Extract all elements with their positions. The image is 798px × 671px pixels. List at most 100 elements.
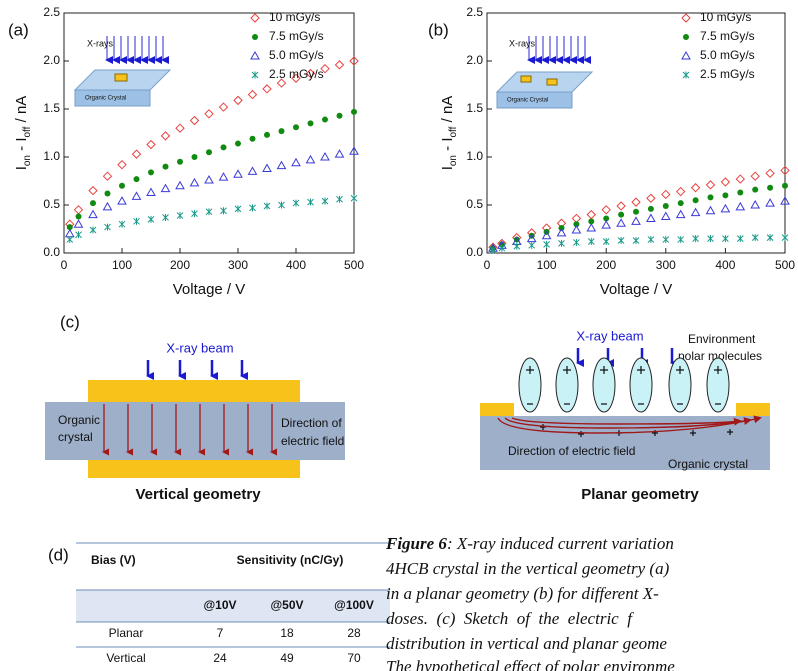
data-point xyxy=(529,242,535,249)
data-point xyxy=(293,124,299,130)
beam-label: X-ray beam xyxy=(166,340,233,355)
x-tick-label: 300 xyxy=(656,258,676,272)
legend-label: 5.0 mGy/s xyxy=(269,48,324,62)
data-point xyxy=(293,200,299,207)
data-point xyxy=(573,239,579,246)
data-point xyxy=(617,202,625,210)
data-point xyxy=(264,202,270,209)
inset-annotation: X-rays xyxy=(509,38,536,48)
y-axis-label-part: off xyxy=(22,126,33,137)
data-point xyxy=(279,202,285,209)
data-point xyxy=(177,159,183,165)
data-point xyxy=(234,96,242,104)
crystal-label: Organic xyxy=(58,413,100,427)
x-tick-label: 500 xyxy=(344,258,364,272)
legend-marker xyxy=(682,14,690,22)
data-point xyxy=(736,175,744,183)
data-point xyxy=(119,183,125,189)
cell: 70 xyxy=(347,651,361,665)
data-point xyxy=(250,204,256,211)
y-axis-label-part: / nA xyxy=(439,96,456,127)
data-point xyxy=(162,132,170,140)
data-point xyxy=(337,113,343,119)
panel-label: (c) xyxy=(60,312,80,331)
environment-label: Environment xyxy=(688,332,756,346)
data-point xyxy=(722,235,728,242)
data-point xyxy=(206,208,212,215)
crystal-label: crystal xyxy=(58,430,93,444)
panel-label: (b) xyxy=(428,20,449,39)
y-tick-label: 0.5 xyxy=(43,197,60,211)
data-point xyxy=(722,192,728,198)
inset-annotation: X-rays xyxy=(87,38,114,48)
data-point xyxy=(633,209,639,215)
vertical-diagram: (c) X-ray beam Organic crystal Direction… xyxy=(45,312,345,502)
data-point xyxy=(336,61,344,69)
data-point xyxy=(191,179,199,186)
data-point xyxy=(148,216,154,223)
electrode xyxy=(480,403,514,416)
cell: 18 xyxy=(280,626,294,640)
data-point xyxy=(633,237,639,244)
y-tick-label: 2.0 xyxy=(466,53,483,67)
caption-line: doses. (c) Sketch of the electric f xyxy=(386,609,634,628)
data-point xyxy=(751,201,759,208)
legend-marker xyxy=(682,52,690,59)
data-point xyxy=(191,117,199,125)
figure-label: Figure 6 xyxy=(385,534,447,553)
beam-label: X-ray beam xyxy=(576,328,643,343)
data-point xyxy=(221,207,227,214)
data-point xyxy=(693,235,699,242)
panel-label: (d) xyxy=(48,545,69,564)
x-tick-label: 400 xyxy=(715,258,735,272)
data-point xyxy=(662,213,670,220)
data-point xyxy=(782,183,788,189)
y-tick-label: 0.0 xyxy=(466,245,483,259)
inset-electrode xyxy=(547,79,557,85)
data-point xyxy=(692,184,700,192)
data-point xyxy=(147,189,155,196)
legend-label: 5.0 mGy/s xyxy=(700,48,755,62)
data-point xyxy=(617,219,625,226)
data-point xyxy=(647,194,655,202)
x-axis-label: Voltage / V xyxy=(173,281,246,298)
data-point xyxy=(322,198,328,205)
x-tick-label: 0 xyxy=(484,258,491,272)
data-point xyxy=(351,195,357,202)
legend-label: 2.5 mGy/s xyxy=(269,67,324,81)
data-point xyxy=(708,235,714,242)
data-point xyxy=(782,234,788,241)
data-point xyxy=(321,153,329,160)
data-point xyxy=(707,207,715,214)
planar-diagram: X-ray beam Environment polar molecules D… xyxy=(480,328,770,503)
data-point xyxy=(176,182,184,189)
data-point xyxy=(205,110,213,118)
data-point xyxy=(618,237,624,244)
top-electrode xyxy=(88,380,300,402)
inset-electrode xyxy=(521,76,531,82)
legend-label: 7.5 mGy/s xyxy=(269,29,324,43)
data-point xyxy=(292,159,300,166)
data-point xyxy=(587,211,595,219)
field-label: Direction of xyxy=(281,416,342,430)
data-point xyxy=(263,85,271,93)
y-tick-label: 2.5 xyxy=(43,5,60,19)
y-axis-label: Ion - Ioff / nA xyxy=(13,96,33,171)
data-point xyxy=(632,198,640,206)
data-point xyxy=(76,231,82,238)
data-point xyxy=(278,162,286,169)
data-point xyxy=(250,136,256,142)
data-point xyxy=(163,164,169,170)
beam-arrows xyxy=(578,348,672,363)
subheader-cell: @50V xyxy=(270,598,303,612)
legend-marker xyxy=(251,14,259,22)
geometry-caption: Planar geometry xyxy=(581,486,699,503)
data-point xyxy=(89,187,97,195)
caption-line: distribution in vertical and planar geom… xyxy=(386,634,667,653)
y-axis-label-part: - I xyxy=(439,138,456,156)
data-point xyxy=(632,217,640,224)
polar-molecules xyxy=(519,358,729,412)
data-point xyxy=(721,205,729,212)
x-tick-label: 100 xyxy=(112,258,132,272)
